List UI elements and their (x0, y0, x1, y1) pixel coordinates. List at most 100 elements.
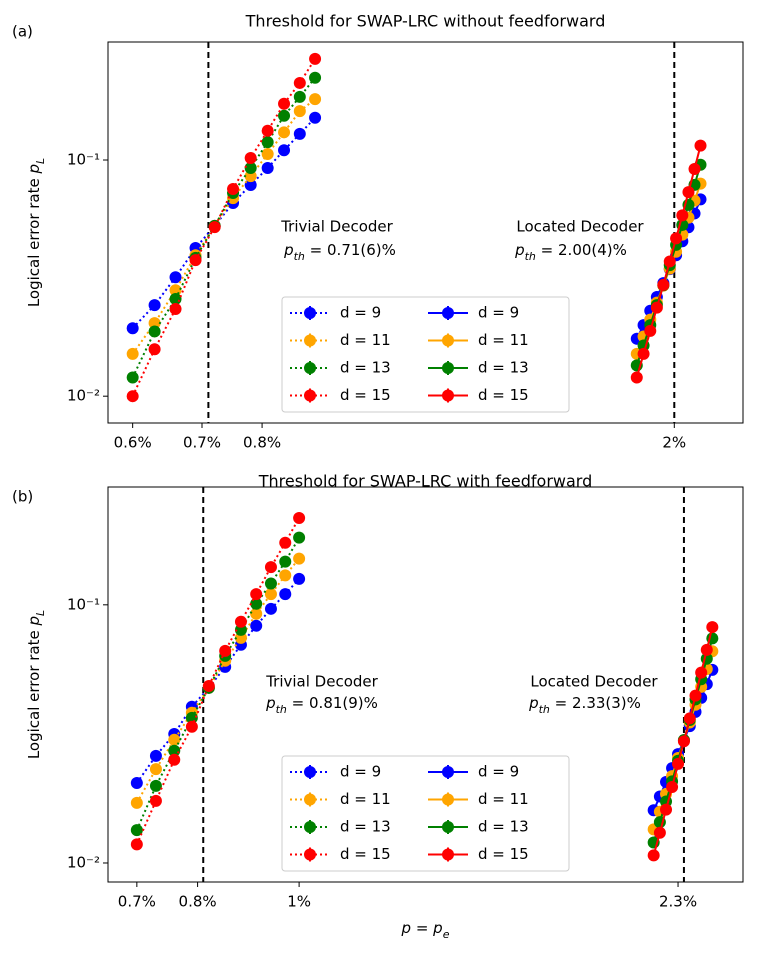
legend-marker (442, 362, 454, 374)
point (293, 572, 306, 585)
point (279, 588, 292, 601)
legend-marker (304, 766, 316, 778)
legend-label: d = 15 (340, 845, 391, 863)
point (168, 753, 181, 766)
legend-marker (304, 848, 316, 861)
chart-title: Threshold for SWAP-LRC without feedforwa… (245, 12, 606, 31)
y-tick-label: 10⁻² (67, 853, 100, 871)
legend-box (281, 296, 570, 413)
y-tick-label: 10⁻² (67, 387, 100, 405)
annotation-title: Trivial Decoder (280, 218, 393, 236)
point (149, 794, 162, 807)
point (637, 347, 650, 360)
point (279, 555, 292, 568)
point (700, 643, 713, 656)
point (130, 838, 143, 851)
point (219, 644, 232, 657)
point (149, 749, 162, 762)
x-axis-label: p = pe (401, 919, 450, 941)
point (657, 278, 670, 291)
point (149, 779, 162, 792)
annotation-threshold-part: p (283, 241, 294, 259)
legend-marker (304, 821, 316, 833)
point (676, 209, 689, 222)
point (666, 780, 679, 793)
legend-marker (442, 848, 454, 861)
point (309, 52, 322, 65)
point (126, 347, 139, 360)
point (689, 689, 702, 702)
point (126, 322, 139, 335)
x-tick-label: 0.7% (183, 434, 221, 452)
point (309, 93, 322, 106)
point (130, 777, 143, 790)
point (278, 97, 291, 110)
point (293, 531, 306, 544)
legend-marker (304, 362, 316, 374)
annotation-threshold: pth = 0.81(9)% (265, 694, 378, 716)
legend-label: d = 15 (478, 386, 529, 404)
point (208, 221, 221, 234)
annotation-threshold: pth = 0.71(6)% (283, 241, 396, 263)
point (148, 343, 161, 356)
point (694, 139, 707, 152)
point (148, 325, 161, 338)
point (293, 511, 306, 524)
axes-frame (107, 486, 744, 883)
annotation-threshold-part: th (294, 250, 305, 263)
point (130, 824, 143, 837)
point (169, 302, 182, 315)
y-axis-label-part: L (34, 610, 47, 616)
annotation-threshold-part: p (514, 241, 525, 259)
y-axis-label-part: Logical error rate (25, 174, 43, 308)
annotation-threshold-part: = 2.00(4)% (536, 241, 627, 259)
point (264, 561, 277, 574)
legend-marker (304, 334, 316, 347)
legend-label: d = 13 (340, 818, 391, 836)
point (293, 552, 306, 565)
point (261, 124, 274, 137)
y-axis-label-part: L (34, 158, 47, 164)
point (244, 162, 257, 175)
point (264, 602, 277, 615)
point (227, 182, 240, 195)
point (168, 733, 181, 746)
point (148, 299, 161, 312)
point (683, 712, 696, 725)
panel-label: (b) (12, 488, 33, 506)
x-tick-label: 2.3% (659, 893, 697, 911)
annotation-threshold-part: = 0.71(6)% (305, 241, 396, 259)
y-axis-label-part: p (25, 164, 43, 175)
x-tick-label: 0.6% (114, 434, 152, 452)
legend-label: d = 11 (478, 790, 529, 808)
legend-label: d = 9 (340, 763, 381, 781)
legend-marker (442, 793, 454, 806)
point (250, 619, 263, 632)
legend-marker (442, 389, 454, 402)
point (149, 763, 162, 776)
legend-marker (442, 334, 454, 347)
point (293, 76, 306, 89)
point (293, 105, 306, 118)
point (169, 271, 182, 284)
point (264, 588, 277, 601)
annotation-title: Trivial Decoder (265, 673, 378, 691)
point (677, 735, 690, 748)
point (148, 317, 161, 330)
point (279, 536, 292, 549)
annotation-threshold-part: = 2.33(3)% (550, 694, 641, 712)
point (309, 111, 322, 124)
annotation-threshold-part: = 0.81(9)% (287, 694, 378, 712)
point (682, 186, 695, 199)
point (202, 679, 215, 692)
legend-marker (304, 307, 316, 319)
x-axis-label-part: p (401, 919, 412, 937)
x-tick-label: 1% (287, 893, 311, 911)
legend-label: d = 13 (478, 359, 529, 377)
point (672, 757, 685, 770)
point (293, 127, 306, 140)
point (261, 162, 274, 175)
x-axis-label-part: = (411, 919, 433, 937)
legend-label: d = 11 (340, 790, 391, 808)
